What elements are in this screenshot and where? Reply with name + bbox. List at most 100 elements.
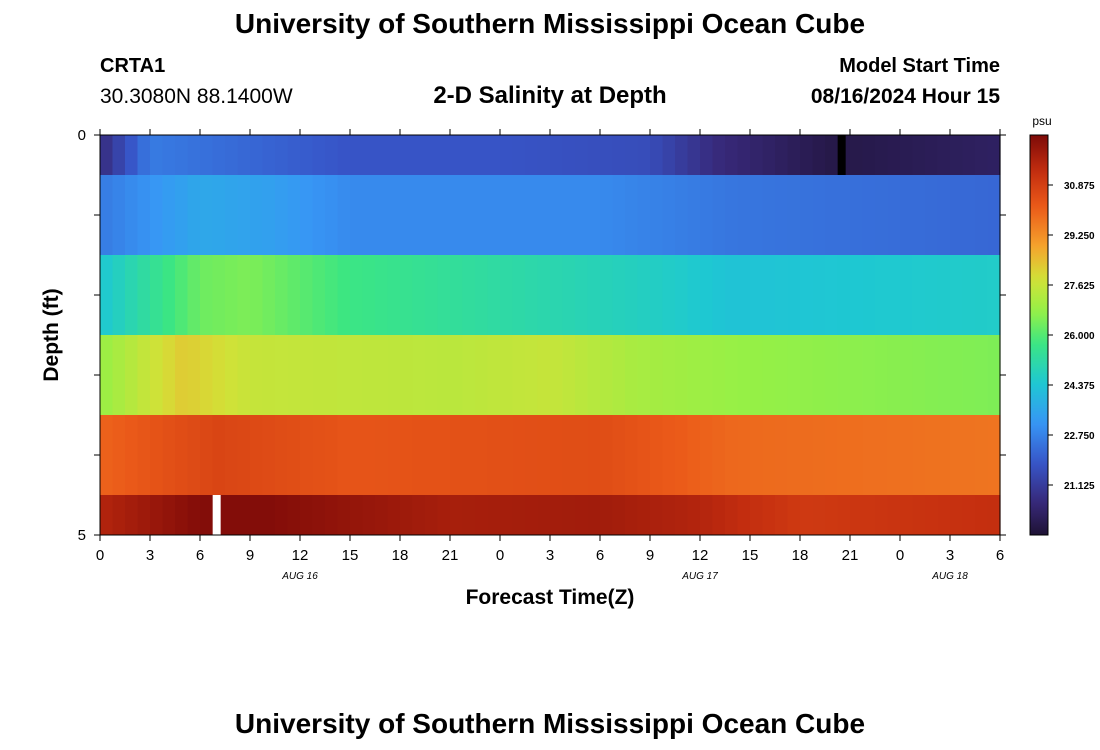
heatmap-cell xyxy=(950,335,964,415)
heatmap-cell xyxy=(875,415,889,495)
heatmap-cell xyxy=(625,495,639,535)
heatmap-cell xyxy=(825,415,839,495)
heatmap-cell xyxy=(337,255,351,335)
heatmap-cell xyxy=(887,255,901,335)
heatmap-cell xyxy=(712,255,726,335)
colorbar-tick-label: 21.125 xyxy=(1064,481,1095,492)
heatmap-cell xyxy=(975,415,989,495)
heatmap-cell xyxy=(625,255,639,335)
heatmap-cell xyxy=(712,495,726,535)
heatmap-cell xyxy=(937,175,951,255)
heatmap-cell xyxy=(487,175,501,255)
heatmap-cell xyxy=(612,175,626,255)
heatmap-cell xyxy=(137,495,151,535)
heatmap-cell xyxy=(562,175,576,255)
heatmap-cell xyxy=(312,335,326,415)
heatmap-cell xyxy=(725,495,739,535)
heatmap-cell xyxy=(887,415,901,495)
heatmap-cell xyxy=(612,255,626,335)
heatmap-cell xyxy=(175,495,189,535)
heatmap-cell xyxy=(112,255,126,335)
heatmap-cell xyxy=(700,175,714,255)
heatmap-cell xyxy=(387,415,401,495)
heatmap-cell xyxy=(962,255,976,335)
heatmap-cell xyxy=(600,495,614,535)
heatmap-cell xyxy=(262,495,276,535)
heatmap-cell xyxy=(462,175,476,255)
heatmap-cell xyxy=(387,335,401,415)
heatmap-cell xyxy=(837,335,851,415)
heatmap-cell xyxy=(100,335,114,415)
heatmap-cell xyxy=(200,255,214,335)
heatmap-cell xyxy=(900,415,914,495)
heatmap-cell xyxy=(362,495,376,535)
heatmap-cell xyxy=(962,415,976,495)
y-axis: 05 xyxy=(78,127,1006,544)
heatmap-cell xyxy=(562,135,576,175)
heatmap-cell xyxy=(375,175,389,255)
heatmap-cell xyxy=(625,415,639,495)
heatmap-cell xyxy=(212,135,226,175)
heatmap-cell xyxy=(437,495,451,535)
heatmap-cell xyxy=(725,335,739,415)
heatmap-cell xyxy=(837,175,851,255)
colorbar-tick-label: 26.000 xyxy=(1064,331,1095,342)
heatmap-cell xyxy=(325,415,339,495)
heatmap-cell xyxy=(950,415,964,495)
main-title: University of Southern Mississippi Ocean… xyxy=(234,8,866,39)
heatmap-cell xyxy=(375,255,389,335)
heatmap-cell xyxy=(850,335,864,415)
heatmap-cell xyxy=(500,175,514,255)
heatmap-cell xyxy=(237,135,251,175)
heatmap-cell xyxy=(925,175,939,255)
heatmap-cell xyxy=(862,175,876,255)
heatmap-cell xyxy=(412,415,426,495)
heatmap-cell xyxy=(425,415,439,495)
heatmap-cell xyxy=(300,495,314,535)
heatmap-cell xyxy=(737,135,751,175)
x-tick-label: 6 xyxy=(596,547,604,564)
heatmap-cell xyxy=(562,415,576,495)
heatmap-cell xyxy=(200,135,214,175)
x-axis-label: Forecast Time(Z) xyxy=(466,586,635,609)
x-tick-label: 18 xyxy=(392,547,409,564)
heatmap-cell xyxy=(550,415,564,495)
heatmap-cell xyxy=(325,255,339,335)
heatmap-cell xyxy=(725,175,739,255)
heatmap-cell xyxy=(100,495,114,535)
heatmap-cell xyxy=(200,175,214,255)
heatmap-cell xyxy=(287,335,301,415)
heatmap-cell xyxy=(262,335,276,415)
heatmap-cell xyxy=(337,495,351,535)
heatmap-cell xyxy=(462,135,476,175)
x-tick-label: 3 xyxy=(146,547,154,564)
heatmap-cell xyxy=(862,255,876,335)
heatmap-cell xyxy=(525,135,539,175)
heatmap-cell xyxy=(887,495,901,535)
heatmap-cell xyxy=(800,495,814,535)
heatmap-cell xyxy=(312,255,326,335)
heatmap-cell xyxy=(250,135,264,175)
heatmap-cell xyxy=(450,415,464,495)
heatmap-cell xyxy=(187,495,201,535)
heatmap-cell xyxy=(850,175,864,255)
heatmap-cell xyxy=(225,135,239,175)
heatmap-cell xyxy=(150,495,164,535)
x-tick-label: 9 xyxy=(246,547,254,564)
colorbar-tick-label: 24.375 xyxy=(1064,381,1095,392)
heatmap-cell xyxy=(850,415,864,495)
missing-data-marker xyxy=(212,495,221,535)
heatmap-cell xyxy=(250,255,264,335)
heatmap-cell xyxy=(450,135,464,175)
heatmap-cell xyxy=(362,415,376,495)
heatmap-cell xyxy=(537,255,551,335)
heatmap-cell xyxy=(137,255,151,335)
heatmap-cell xyxy=(337,335,351,415)
heatmap-cell xyxy=(675,135,689,175)
heatmap-cell xyxy=(875,495,889,535)
heatmap-cell xyxy=(975,255,989,335)
heatmap-cell xyxy=(275,255,289,335)
heatmap-cell xyxy=(337,135,351,175)
heatmap-cell xyxy=(975,495,989,535)
heatmap-cell xyxy=(600,175,614,255)
